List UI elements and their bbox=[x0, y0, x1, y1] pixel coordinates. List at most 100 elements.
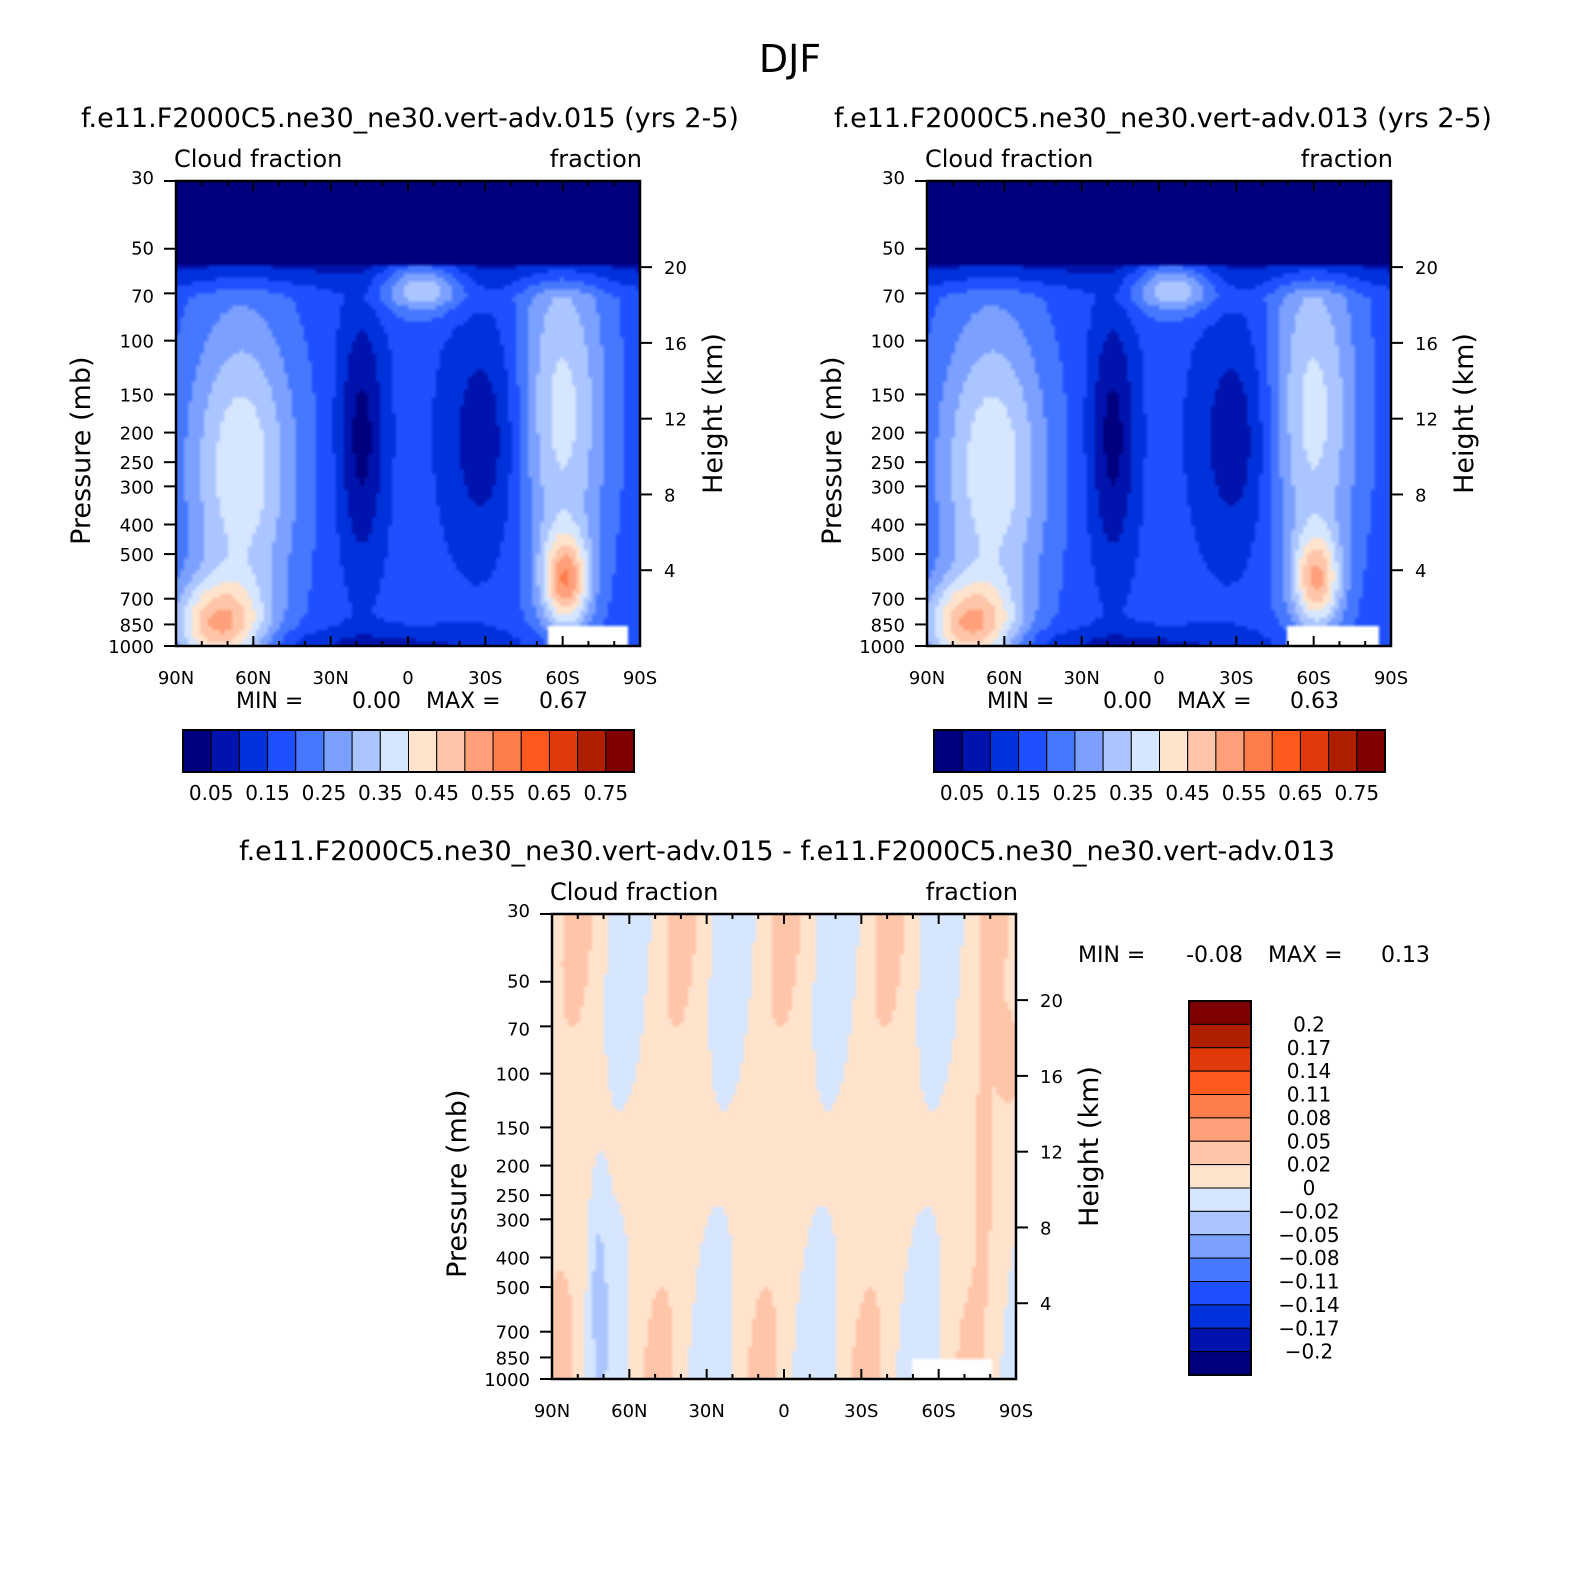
x-tick-label: 90S bbox=[1374, 668, 1408, 689]
y-tick-label: 400 bbox=[496, 1248, 530, 1269]
colorbar-swatch bbox=[1046, 729, 1076, 773]
y-tick-label: 30 bbox=[507, 901, 530, 922]
right-label: fraction bbox=[1301, 145, 1393, 173]
y2-axis-title: Height (km) bbox=[1074, 1066, 1105, 1227]
y-tick-label: 1000 bbox=[108, 637, 154, 658]
colorbar-swatch bbox=[1271, 729, 1301, 773]
y-tick-label: 70 bbox=[131, 286, 154, 307]
left-label: Cloud fraction bbox=[174, 145, 342, 173]
colorbar-label: 0.2 bbox=[1293, 1012, 1325, 1036]
y2-tick-label: 8 bbox=[1040, 1218, 1051, 1239]
colorbar-label: 0.17 bbox=[1287, 1036, 1332, 1060]
colorbar-swatch bbox=[520, 729, 550, 773]
colorbar-label: 0.45 bbox=[1165, 781, 1210, 805]
panel-2-vert-adv-013: Cloud fraction fraction 90N 60N 30N 0 30S 60S 90… bbox=[817, 145, 1480, 714]
colorbar-label: 0.15 bbox=[996, 781, 1041, 805]
min-value: 0.00 bbox=[352, 689, 401, 714]
y-tick-label: 400 bbox=[871, 515, 905, 536]
x-tick-label: 60N bbox=[611, 1401, 647, 1422]
colorbar-swatch bbox=[1018, 729, 1048, 773]
colorbar-label: 0.05 bbox=[940, 781, 985, 805]
y-tick-label: 700 bbox=[120, 590, 154, 611]
colorbar-swatch bbox=[548, 729, 579, 773]
colorbar-swatch bbox=[295, 729, 325, 773]
colorbar-swatch bbox=[1328, 729, 1358, 773]
y-tick-label: 150 bbox=[871, 385, 905, 406]
y2-tick-label: 20 bbox=[664, 258, 687, 279]
colorbar-swatch bbox=[1188, 1070, 1252, 1095]
colorbar-panel-1: 0.05 0.15 0.25 0.35 0.45 0.55 0.65 0.75 bbox=[182, 729, 635, 805]
colorbar-swatch bbox=[1356, 729, 1386, 773]
colorbar-swatch bbox=[1188, 1327, 1252, 1353]
y-tick-label: 300 bbox=[496, 1210, 530, 1231]
colorbar-label: 0 bbox=[1303, 1176, 1316, 1200]
x-tick-label: 90S bbox=[999, 1401, 1033, 1422]
min-value: 0.00 bbox=[1103, 689, 1152, 714]
y-tick-label: 30 bbox=[131, 168, 154, 189]
colorbar-swatch bbox=[1188, 1047, 1252, 1072]
y-tick-label: 30 bbox=[882, 168, 905, 189]
x-tick-label: 60N bbox=[986, 668, 1022, 689]
colorbar-label: 0.02 bbox=[1287, 1153, 1332, 1177]
max-value: 0.67 bbox=[539, 689, 588, 714]
y-tick-label: 500 bbox=[120, 545, 154, 566]
y2-tick-label: 12 bbox=[664, 410, 687, 431]
max-value: 0.63 bbox=[1290, 689, 1339, 714]
x-tick-label: 0 bbox=[778, 1401, 789, 1422]
colorbar-swatch bbox=[1187, 729, 1217, 773]
colorbar-swatch bbox=[989, 729, 1020, 773]
x-tick-label: 60S bbox=[921, 1401, 955, 1422]
x-tick-label: 0 bbox=[402, 668, 413, 689]
y-axis-title: Pressure (mb) bbox=[442, 1090, 473, 1278]
min-label: MIN = bbox=[236, 689, 303, 714]
colorbar-swatch bbox=[1188, 1023, 1252, 1049]
colorbar-label: −0.17 bbox=[1278, 1316, 1339, 1340]
y2-axis-title: Height (km) bbox=[1449, 333, 1480, 494]
left-label: Cloud fraction bbox=[925, 145, 1093, 173]
y-tick-label: 1000 bbox=[484, 1370, 530, 1391]
colorbar-swatch bbox=[436, 729, 466, 773]
x-tick-label: 30N bbox=[312, 668, 348, 689]
y2-tick-label: 16 bbox=[664, 334, 687, 355]
colorbar-swatch bbox=[464, 729, 494, 773]
colorbar-swatch bbox=[408, 729, 438, 773]
colorbar-swatch bbox=[1074, 729, 1104, 773]
y-tick-label: 150 bbox=[120, 385, 154, 406]
colorbar-label: 0.65 bbox=[1278, 781, 1323, 805]
colorbar-swatch bbox=[1188, 1210, 1252, 1236]
y-tick-label: 400 bbox=[120, 515, 154, 536]
y-tick-label: 850 bbox=[871, 615, 905, 636]
x-tick-label: 90N bbox=[158, 668, 194, 689]
y2-axis-title: Height (km) bbox=[698, 333, 729, 494]
colorbar-swatch bbox=[1188, 1000, 1252, 1025]
colorbar-swatch bbox=[1188, 1234, 1252, 1259]
colorbar-swatch bbox=[238, 729, 269, 773]
y-tick-label: 70 bbox=[882, 286, 905, 307]
figure-title: DJF bbox=[759, 37, 821, 81]
colorbar-label: 0.14 bbox=[1287, 1059, 1332, 1083]
y-tick-label: 300 bbox=[120, 477, 154, 498]
y-tick-label: 850 bbox=[120, 615, 154, 636]
colorbar-label: −0.2 bbox=[1285, 1340, 1334, 1364]
colorbar-label: 0.65 bbox=[527, 781, 572, 805]
colorbar-label: 0.45 bbox=[414, 781, 459, 805]
y2-tick-label: 12 bbox=[1415, 410, 1438, 431]
colorbar-swatch bbox=[961, 729, 991, 773]
colorbar-swatch bbox=[1159, 729, 1189, 773]
colorbar-label: 0.11 bbox=[1287, 1083, 1332, 1107]
colorbar-label: 0.75 bbox=[584, 781, 629, 805]
field-plot bbox=[176, 181, 640, 646]
y-tick-label: 250 bbox=[871, 453, 905, 474]
panel-3-difference: Cloud fraction fraction 90N 60N 30N 0 30S 60S 90… bbox=[442, 878, 1430, 1422]
y-tick-label: 50 bbox=[507, 972, 530, 993]
colorbar-label: −0.14 bbox=[1278, 1293, 1339, 1317]
x-tick-label: 30N bbox=[688, 1401, 724, 1422]
y-axis-title: Pressure (mb) bbox=[817, 357, 848, 545]
colorbar-swatch bbox=[1215, 729, 1245, 773]
colorbar-label: 0.35 bbox=[1109, 781, 1154, 805]
y-tick-label: 200 bbox=[496, 1157, 530, 1178]
colorbar-frame bbox=[182, 729, 635, 773]
colorbar-swatch bbox=[182, 729, 212, 773]
x-tick-label: 60S bbox=[545, 668, 579, 689]
